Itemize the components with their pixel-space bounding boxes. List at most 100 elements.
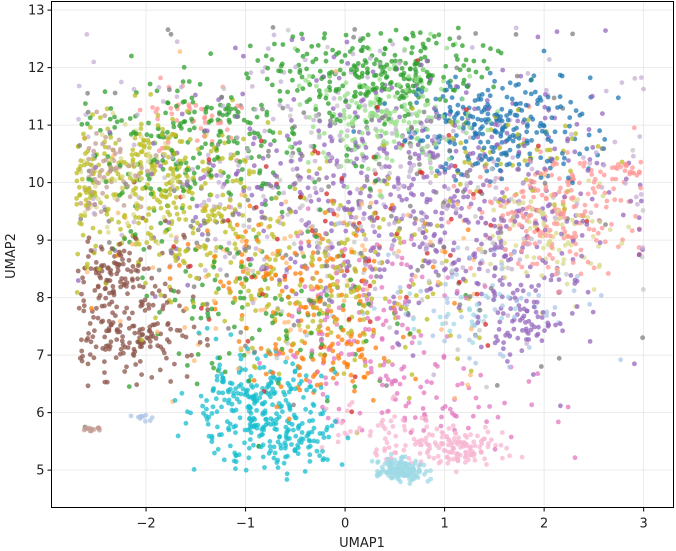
scatter-point [464, 169, 470, 175]
scatter-point [126, 384, 132, 389]
scatter-point [384, 181, 390, 187]
scatter-point [578, 271, 584, 277]
scatter-point [539, 338, 545, 344]
scatter-point [262, 128, 268, 134]
scatter-point [211, 204, 217, 210]
scatter-point [129, 53, 134, 59]
scatter-point [246, 378, 252, 384]
scatter-point [363, 145, 369, 150]
scatter-point [411, 436, 417, 442]
scatter-point [478, 344, 484, 350]
scatter-point [510, 318, 515, 324]
scatter-point [490, 149, 496, 155]
scatter-point [388, 111, 393, 116]
scatter-point [447, 328, 453, 334]
scatter-point [471, 272, 477, 278]
scatter-point [306, 168, 312, 174]
scatter-point [461, 235, 467, 241]
scatter-point [459, 116, 465, 121]
scatter-point [136, 220, 142, 226]
scatter-point [246, 445, 252, 451]
scatter-point [461, 125, 466, 131]
scatter-point [299, 430, 305, 435]
scatter-point [258, 432, 264, 438]
scatter-point [355, 61, 361, 66]
scatter-point [369, 117, 375, 123]
scatter-point [579, 253, 584, 259]
scatter-point [469, 45, 475, 50]
scatter-point [159, 145, 165, 151]
scatter-point [486, 106, 491, 112]
scatter-point [377, 146, 383, 152]
scatter-point [267, 444, 273, 449]
scatter-point [177, 49, 183, 54]
scatter-point [465, 120, 471, 126]
scatter-point [504, 445, 509, 451]
scatter-point [321, 359, 327, 364]
scatter-point [619, 240, 625, 246]
scatter-point [245, 75, 251, 81]
scatter-point [265, 46, 271, 51]
scatter-point [425, 134, 431, 140]
scatter-point [195, 352, 201, 357]
scatter-point [424, 379, 430, 384]
scatter-point [403, 403, 409, 409]
scatter-point [169, 111, 175, 117]
scatter-point [379, 469, 385, 475]
scatter-point [523, 102, 529, 108]
scatter-point [390, 261, 395, 267]
scatter-point [241, 352, 247, 358]
scatter-point [270, 370, 275, 376]
scatter-point [563, 123, 568, 129]
scatter-point [389, 58, 395, 64]
scatter-point [436, 460, 442, 466]
scatter-point [330, 282, 336, 287]
scatter-point [474, 291, 480, 297]
scatter-point [616, 244, 621, 250]
scatter-point [184, 109, 190, 114]
scatter-point [526, 345, 532, 350]
scatter-point [515, 118, 521, 124]
scatter-point [566, 175, 571, 181]
points-layer [74, 25, 646, 486]
scatter-point [276, 380, 281, 386]
scatter-point [310, 124, 316, 130]
scatter-point [390, 470, 396, 476]
scatter-point [273, 183, 279, 189]
scatter-point [505, 257, 511, 263]
scatter-point [446, 156, 452, 162]
scatter-point [352, 374, 358, 380]
scatter-point [291, 131, 297, 137]
scatter-point [553, 230, 559, 236]
scatter-point [344, 39, 350, 45]
scatter-point [449, 163, 454, 168]
scatter-point [482, 284, 488, 289]
scatter-point [371, 100, 377, 106]
scatter-point [246, 288, 252, 294]
scatter-point [360, 243, 365, 248]
scatter-point [103, 134, 108, 140]
scatter-point [339, 337, 345, 343]
scatter-point [587, 75, 593, 81]
scatter-point [233, 279, 239, 284]
scatter-point [240, 91, 246, 97]
scatter-point [168, 31, 174, 37]
scatter-point [424, 288, 430, 293]
scatter-point [559, 222, 565, 228]
scatter-point [173, 236, 179, 242]
scatter-point [122, 236, 127, 242]
scatter-point [146, 120, 151, 126]
scatter-point [426, 80, 432, 86]
scatter-point [567, 115, 573, 120]
scatter-point [137, 283, 142, 289]
scatter-point [277, 130, 283, 136]
scatter-point [425, 143, 431, 149]
scatter-point [265, 65, 271, 71]
scatter-point [479, 109, 485, 115]
scatter-point [155, 343, 161, 349]
scatter-point [389, 158, 395, 164]
scatter-point [213, 336, 219, 342]
scatter-point [623, 176, 629, 182]
scatter-point [236, 383, 242, 389]
scatter-point [211, 386, 217, 391]
